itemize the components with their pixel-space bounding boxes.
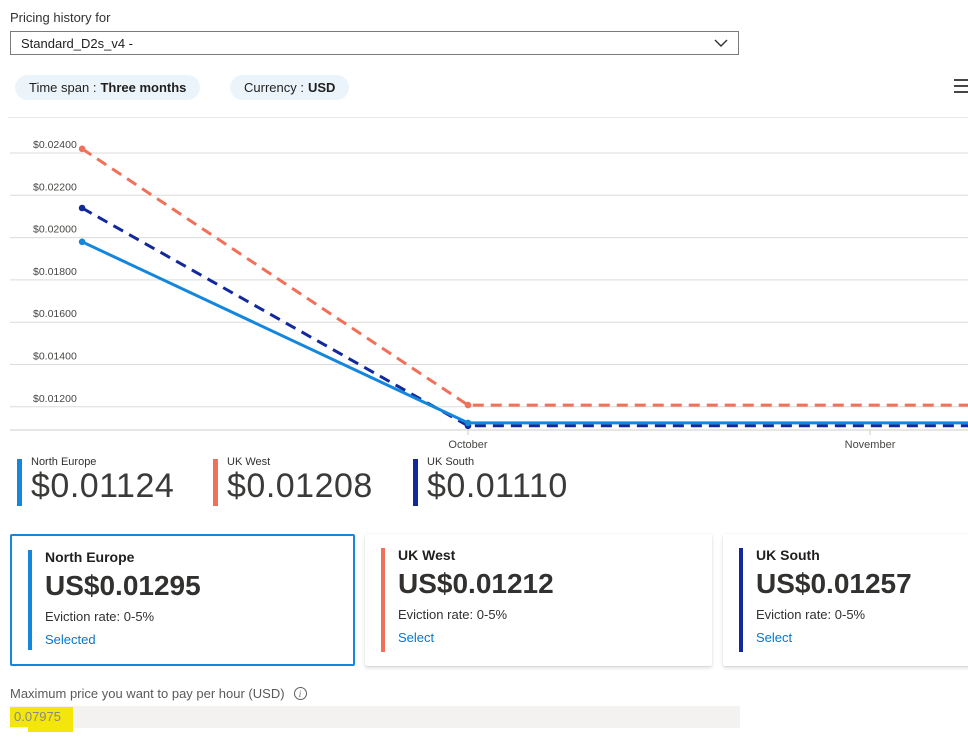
region-card-uk-west[interactable]: UK West US$0.01212 Eviction rate: 0-5% S…: [365, 534, 712, 666]
currency-chip-label: Currency :: [244, 80, 304, 95]
highlight-annotation: [10, 707, 73, 727]
select-link[interactable]: Selected: [45, 632, 96, 647]
series-point-north-europe: [464, 419, 472, 427]
legend-color-bar: [213, 459, 218, 506]
legend-region-name: UK South: [427, 456, 475, 468]
chart-legend: North Europe $0.01124 UK West $0.01208 U…: [0, 456, 968, 514]
series-line-north-europe: [81, 240, 968, 425]
card-region-name: UK South: [756, 547, 820, 563]
series-point-uk-west: [464, 401, 472, 409]
legend-item: UK West $0.01208: [213, 456, 373, 506]
card-eviction-rate: Eviction rate: 0-5%: [756, 607, 866, 622]
x-axis-tick-label: October: [448, 439, 487, 451]
series-point-north-europe: [78, 238, 86, 246]
legend-current-price: $0.01124: [31, 467, 175, 505]
pricing-history-label: Pricing history for: [10, 10, 111, 25]
time-span-chip-value: Three months: [100, 80, 187, 95]
series-line-uk-south: [81, 206, 968, 428]
card-price: US$0.01295: [45, 570, 201, 601]
card-eviction-rate: Eviction rate: 0-5%: [398, 607, 508, 622]
legend-color-bar: [413, 459, 418, 506]
y-axis-tick-label: $0.02400: [33, 139, 77, 151]
select-link[interactable]: Select: [756, 630, 793, 645]
region-card-north-europe[interactable]: North Europe US$0.01295 Eviction rate: 0…: [10, 534, 355, 666]
chevron-down-icon: [714, 39, 728, 48]
max-price-value: 0.07975: [14, 709, 61, 724]
card-price: US$0.01212: [398, 568, 554, 599]
legend-item: North Europe $0.01124: [17, 456, 174, 506]
vm-size-dropdown[interactable]: Standard_D2s_v4 -: [10, 31, 739, 55]
series-point-uk-south: [78, 204, 86, 212]
legend-color-bar: [17, 459, 22, 506]
y-axis-tick-label: $0.01800: [33, 266, 77, 278]
card-accent-bar: [381, 548, 385, 652]
series-line-uk-west: [81, 147, 968, 407]
y-axis-tick-label: $0.01600: [33, 308, 77, 320]
x-axis-tick-label: November: [845, 439, 896, 451]
pricing-history-chart: $0.02400 $0.02200 $0.02000 $0.01800 $0.01600…: [0, 117, 968, 457]
info-icon[interactable]: i: [293, 687, 307, 700]
card-price: US$0.01257: [756, 568, 912, 599]
y-axis-tick-label: $0.02000: [33, 224, 77, 236]
legend-item: UK South $0.01110: [413, 456, 568, 506]
select-link[interactable]: Select: [398, 630, 435, 645]
time-span-chip-label: Time span :: [29, 80, 97, 95]
currency-chip-value: USD: [307, 80, 336, 95]
highlight-annotation: [28, 727, 73, 732]
time-span-chip[interactable]: Time span : Three months: [15, 75, 201, 100]
currency-chip[interactable]: Currency : USD: [230, 75, 350, 100]
legend-region-name: UK West: [227, 456, 271, 468]
y-axis-tick-label: $0.02200: [33, 181, 77, 193]
card-region-name: North Europe: [45, 549, 135, 565]
legend-region-name: North Europe: [31, 456, 97, 468]
card-region-name: UK West: [398, 547, 456, 563]
card-accent-bar: [739, 548, 743, 652]
card-eviction-rate: Eviction rate: 0-5%: [45, 609, 155, 624]
card-accent-bar: [28, 550, 32, 650]
y-axis-tick-label: $0.01400: [33, 351, 77, 363]
max-price-input[interactable]: [10, 706, 740, 728]
y-axis-tick-label: $0.01200: [33, 393, 77, 405]
region-card-uk-south[interactable]: UK South US$0.01257 Eviction rate: 0-5% …: [723, 534, 968, 666]
legend-current-price: $0.01110: [427, 467, 568, 505]
vm-size-dropdown-value: Standard_D2s_v4 -: [21, 35, 134, 51]
max-price-label: Maximum price you want to pay per hour (…: [10, 686, 285, 701]
chart-menu-icon[interactable]: [954, 79, 968, 97]
legend-current-price: $0.01208: [227, 467, 373, 505]
series-point-uk-west: [78, 145, 86, 153]
